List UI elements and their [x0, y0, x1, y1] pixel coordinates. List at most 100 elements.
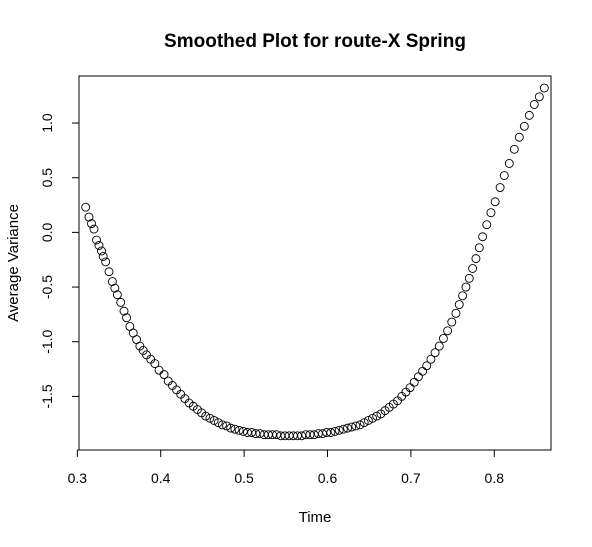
data-point [146, 354, 156, 364]
data-point [180, 394, 190, 404]
data-point [159, 370, 169, 379]
chart-title: Smoothed Plot for route-X Spring [164, 31, 466, 52]
data-point [268, 430, 277, 440]
data-point [97, 246, 106, 256]
data-point [322, 428, 332, 437]
data-point [539, 83, 549, 93]
data-point [234, 425, 244, 435]
data-point [226, 423, 236, 433]
data-point [413, 372, 423, 382]
data-point [486, 208, 496, 218]
data-point [529, 99, 539, 109]
data-point [334, 425, 344, 435]
data-point [397, 391, 407, 401]
data-point [519, 121, 529, 131]
data-point [464, 273, 474, 283]
data-point [94, 241, 104, 250]
data-point [243, 428, 252, 437]
data-point [351, 421, 361, 431]
data-point [368, 413, 377, 423]
data-point [534, 92, 544, 102]
data-point [355, 420, 365, 430]
y-tick-label: 0.0 [39, 222, 55, 242]
y-tick-label: -0.5 [39, 275, 55, 299]
data-point [451, 308, 461, 318]
y-tick-label: -1.5 [39, 384, 55, 408]
x-tick-label: 0.5 [234, 470, 254, 486]
y-tick-label: 0.5 [39, 168, 55, 188]
data-point [305, 430, 315, 440]
data-point [330, 426, 340, 436]
data-point [98, 251, 108, 261]
data-point [101, 257, 111, 267]
data-point [247, 428, 257, 437]
data-point [418, 366, 428, 376]
data-point [110, 283, 120, 293]
data-point [438, 334, 448, 343]
data-point [293, 431, 302, 441]
data-point [238, 426, 248, 436]
y-tick-label: 1.0 [39, 113, 55, 133]
data-point [230, 424, 240, 434]
data-point [326, 428, 336, 437]
data-point [434, 341, 444, 351]
data-point [447, 317, 457, 327]
data-point [176, 389, 186, 399]
data-point [504, 159, 514, 168]
data-point [401, 387, 411, 397]
data-point [443, 326, 453, 336]
data-point [409, 377, 419, 387]
x-tick-label: 0.4 [151, 470, 171, 486]
data-point [422, 361, 432, 371]
data-point [209, 416, 219, 425]
data-point [478, 232, 488, 242]
data-point [359, 418, 369, 428]
x-tick-label: 0.7 [401, 470, 421, 486]
x-axis-label: Time [299, 509, 332, 526]
data-point [116, 297, 126, 307]
data-point [499, 171, 509, 180]
data-point [514, 132, 524, 142]
data-point [251, 429, 261, 439]
data-point [313, 429, 323, 439]
data-point [272, 430, 282, 440]
data-point [347, 422, 357, 432]
data-point [474, 243, 484, 253]
data-point [122, 313, 131, 323]
data-point [297, 431, 307, 441]
data-point [87, 219, 96, 229]
data-point [167, 381, 177, 390]
data-point [509, 144, 519, 154]
data-point [104, 267, 114, 277]
data-point [338, 424, 348, 434]
data-point [112, 290, 122, 300]
x-tick-label: 0.8 [485, 470, 505, 486]
data-point [372, 411, 382, 421]
plot-frame [78, 75, 552, 451]
y-axis-label: Average Variance [5, 204, 22, 322]
x-axis: 0.3 0.4 0.5 0.6 0.7 0.8 [68, 449, 505, 486]
data-point [255, 429, 265, 439]
data-point [81, 202, 91, 212]
data-point [217, 420, 227, 430]
data-point [363, 416, 373, 425]
y-axis: -1.5 -1.0 -0.5 0.0 0.5 1.0 [39, 113, 80, 408]
x-tick-label: 0.3 [68, 470, 88, 486]
data-point [458, 291, 468, 301]
data-point [172, 385, 182, 395]
data-point [84, 212, 94, 222]
data-point [222, 421, 232, 431]
data-point [154, 365, 164, 375]
data-point [430, 348, 440, 358]
data-point [405, 383, 415, 393]
data-point [107, 277, 117, 287]
data-point [454, 300, 464, 310]
data-point [213, 418, 223, 428]
data-point [482, 220, 492, 230]
data-point [163, 376, 173, 386]
data-point [150, 359, 160, 369]
data-point [490, 197, 500, 207]
data-points [81, 83, 549, 441]
data-point [119, 306, 129, 316]
